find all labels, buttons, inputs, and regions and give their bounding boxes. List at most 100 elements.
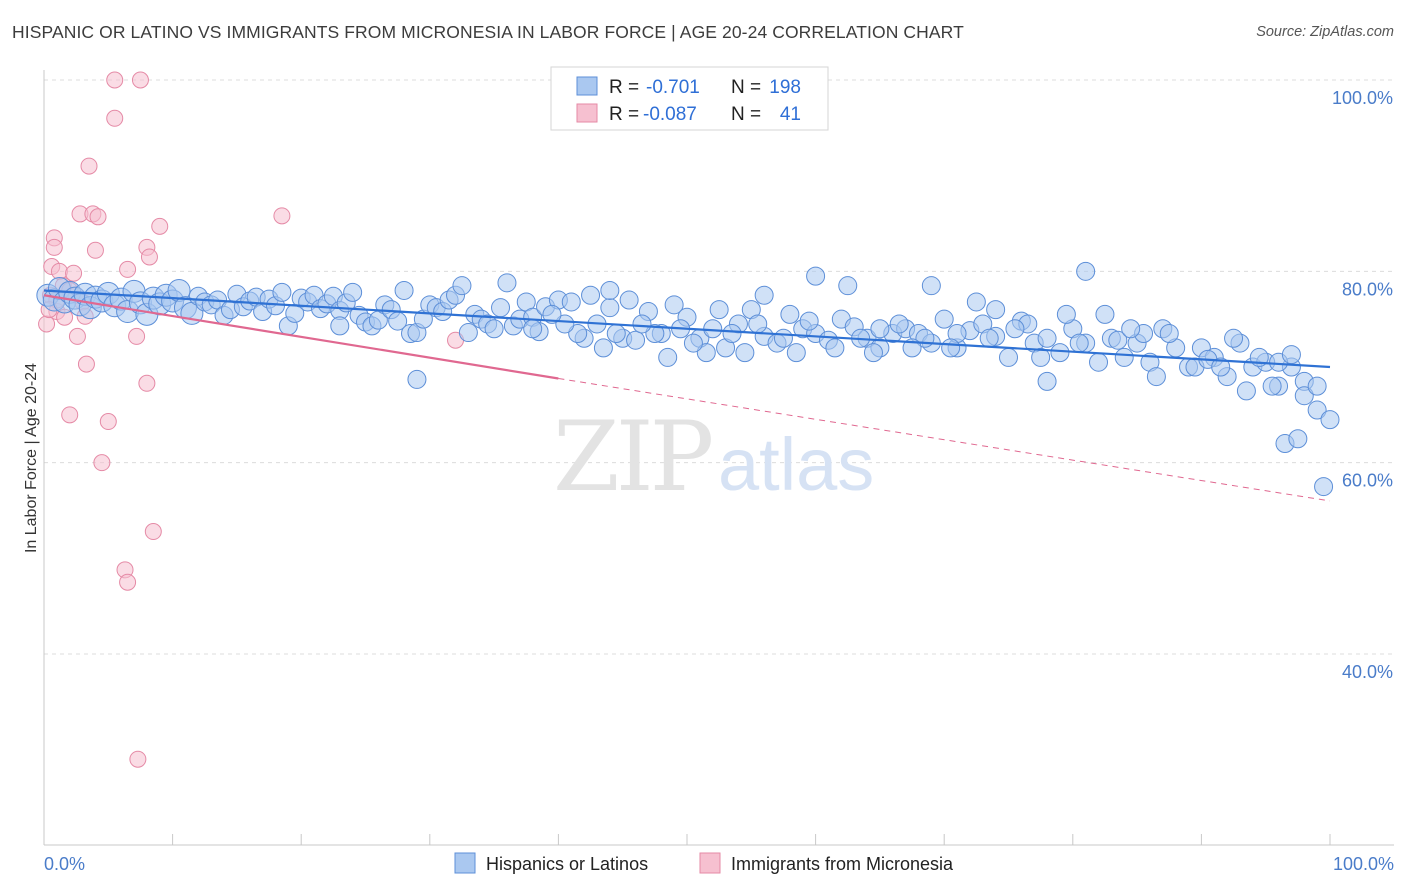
hispanic-point <box>1056 304 1076 324</box>
hispanic-point <box>921 276 941 296</box>
y-axis-label: In Labor Force | Age 20-24 <box>23 363 40 553</box>
hispanic-point <box>1320 410 1340 430</box>
micronesia-point <box>86 241 104 259</box>
hispanic-point <box>1262 376 1282 396</box>
hispanic-point <box>272 282 292 302</box>
hispanic-point <box>1236 381 1256 401</box>
y-tick-label-100: 100.0% <box>1332 88 1393 108</box>
watermark-atlas: atlas <box>718 423 874 506</box>
micronesia-point <box>77 355 95 373</box>
micronesia-trend-line-dashed <box>558 377 1331 502</box>
hispanic-point <box>491 298 511 318</box>
hispanic-point <box>1294 386 1314 406</box>
legend-r-label-2: R = <box>609 104 639 125</box>
bottom-legend-swatch-pink <box>699 852 721 874</box>
hispanic-point <box>799 311 819 331</box>
hispanic-point <box>523 319 543 339</box>
hispanic-point <box>593 338 613 358</box>
hispanic-point <box>626 330 646 350</box>
hispanic-point <box>1121 319 1141 339</box>
x-tick-label-min: 0.0% <box>44 854 85 874</box>
micronesia-point <box>140 248 158 266</box>
hispanic-point <box>407 369 427 389</box>
hispanic-point <box>941 338 961 358</box>
watermark-zip: ZIP <box>553 401 712 513</box>
bottom-legend-swatch-blue <box>454 852 476 874</box>
hispanic-point <box>748 314 768 334</box>
hispanic-point <box>780 304 800 324</box>
micronesia-point <box>119 260 137 278</box>
hispanic-point <box>1314 477 1334 497</box>
hispanic-point <box>555 314 575 334</box>
hispanic-point <box>735 343 755 363</box>
micronesia-point <box>93 454 111 472</box>
micronesia-point <box>38 315 56 333</box>
hispanic-point <box>683 333 703 353</box>
hispanic-point <box>934 309 954 329</box>
micronesia-point <box>138 374 156 392</box>
legend-r-label-1: R = <box>609 77 639 98</box>
hispanic-point <box>658 347 678 367</box>
hispanic-point <box>1089 352 1109 372</box>
legend-r-value-1: -0.701 <box>646 77 700 98</box>
legend-n-label-2: N = <box>731 104 761 125</box>
hispanic-point <box>484 319 504 339</box>
legend-n-value-2: 41 <box>780 104 801 125</box>
hispanic-point <box>1307 376 1327 396</box>
hispanic-point <box>600 280 620 300</box>
chart-title: HISPANIC OR LATINO VS IMMIGRANTS FROM MI… <box>12 22 964 42</box>
legend-swatch-pink <box>576 103 598 123</box>
hispanic-point <box>606 324 626 344</box>
x-tick-label-max: 100.0% <box>1333 854 1394 874</box>
legend-n-label-1: N = <box>731 77 761 98</box>
hispanic-trend-line <box>43 289 1331 369</box>
micronesia-point <box>80 157 98 175</box>
hispanic-point <box>986 300 1006 320</box>
hispanic-point <box>343 282 363 302</box>
hispanic-point <box>1146 367 1166 387</box>
micronesia-point <box>273 207 291 225</box>
hispanic-point <box>773 328 793 348</box>
hispanic-point <box>1307 400 1327 420</box>
hispanic-point <box>1211 357 1231 377</box>
hispanic-point <box>709 300 729 320</box>
micronesia-point <box>106 109 124 127</box>
hispanic-point <box>561 292 581 312</box>
legend-swatch-blue <box>576 76 598 96</box>
hispanic-point <box>999 347 1018 367</box>
micronesia-point <box>65 264 83 282</box>
hispanic-point <box>664 295 684 315</box>
y-axis-tick-labels: 40.0% 60.0% 80.0% 100.0% <box>1332 88 1393 682</box>
hispanic-point <box>568 324 588 344</box>
micronesia-point <box>61 406 79 424</box>
hispanic-point <box>1069 333 1089 353</box>
micronesia-point <box>119 573 137 591</box>
y-tick-label-60: 60.0% <box>1342 471 1393 491</box>
hispanic-point <box>1288 429 1308 449</box>
hispanic-point <box>825 338 845 358</box>
hispanic-point <box>1037 328 1057 348</box>
hispanic-point <box>838 276 858 296</box>
hispanic-point <box>889 314 909 334</box>
hispanic-point <box>786 343 806 363</box>
legend-n-value-1: 198 <box>769 77 801 98</box>
y-tick-label-40: 40.0% <box>1342 662 1393 682</box>
bottom-legend: Hispanics or Latinos Immigrants from Mic… <box>454 852 954 874</box>
micronesia-point <box>68 327 86 345</box>
hispanic-point <box>703 319 723 339</box>
bottom-legend-micronesia: Immigrants from Micronesia <box>731 854 954 874</box>
micronesia-point <box>89 208 107 226</box>
hispanic-point <box>1281 345 1301 365</box>
hispanic-point <box>966 292 986 312</box>
hispanic-point <box>619 290 639 310</box>
micronesia-point <box>99 413 117 431</box>
hispanic-point <box>1005 319 1025 339</box>
hispanic-point <box>754 285 774 305</box>
hispanic-point <box>979 328 999 348</box>
hispanic-point <box>542 304 562 324</box>
micronesia-point <box>144 523 162 541</box>
hispanic-point <box>330 316 350 336</box>
x-axis-ticks <box>43 834 1331 845</box>
hispanic-point <box>394 280 414 300</box>
hispanic-point <box>806 266 826 286</box>
